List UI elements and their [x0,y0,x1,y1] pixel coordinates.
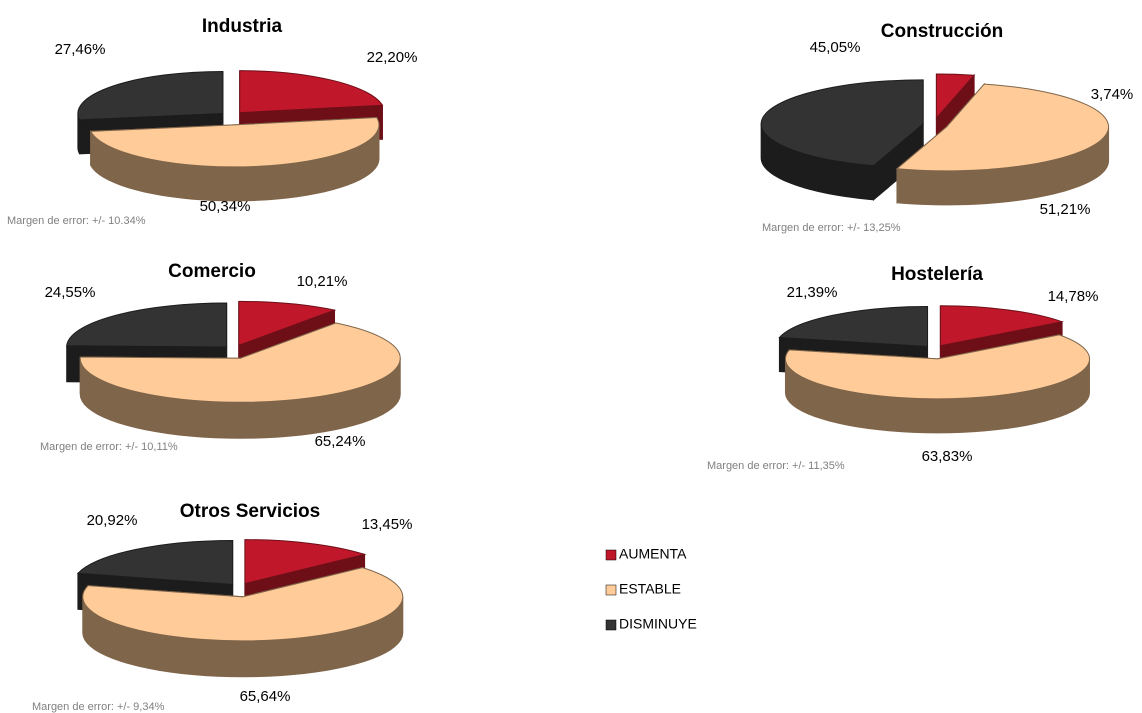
value-label: 65,24% [315,433,366,450]
slice-top [244,539,367,585]
value-label: 63,83% [922,448,973,465]
slice-top [79,322,401,403]
slice-top [239,70,384,114]
chart-title: Industria [202,16,283,37]
legend-swatch [605,584,617,596]
slice-top [760,79,924,167]
slice-top [895,83,1110,172]
value-label: 45,05% [810,39,861,56]
legend-swatch [605,549,617,561]
margin-note: Margen de error: +/- 13,25% [762,222,901,234]
slice-top [66,302,228,348]
value-label: 65,64% [240,688,291,705]
margin-note: Margen de error: +/- 11,35% [707,460,845,472]
slice-top [76,539,234,585]
slice-top [935,73,976,120]
chart-title: Construcción [881,21,1003,42]
value-label: 3,74% [1091,86,1134,103]
value-label: 13,45% [362,516,413,533]
value-label: 27,46% [55,41,106,58]
chart-title: Otros Servicios [180,501,320,522]
value-label: 14,78% [1048,288,1099,305]
chart-title: Hostelería [891,264,983,285]
legend-label: AUMENTA [619,546,687,562]
slice-top [77,70,224,121]
slice-top [785,334,1090,400]
value-label: 51,21% [1040,201,1091,218]
value-label: 20,92% [87,512,138,529]
legend-label: DISMINUYE [619,616,697,632]
value-label: 24,55% [45,284,96,301]
chart-title: Comercio [168,261,256,282]
margin-note: Margen de error: +/- 10.34% [7,215,146,227]
value-label: 50,34% [200,198,251,215]
value-label: 22,20% [367,49,418,66]
legend-label: ESTABLE [619,581,681,597]
slice-top [939,305,1064,347]
margin-note: Margen de error: +/- 10,11% [40,441,178,453]
margin-note: Margen de error: +/- 9,34% [32,701,165,713]
value-label: 21,39% [787,284,838,301]
slice-top [238,300,337,347]
slice-top [89,117,380,168]
legend-swatch [605,619,617,631]
slice-top [778,306,929,348]
value-label: 10,21% [297,273,348,290]
slice-top [82,567,404,642]
